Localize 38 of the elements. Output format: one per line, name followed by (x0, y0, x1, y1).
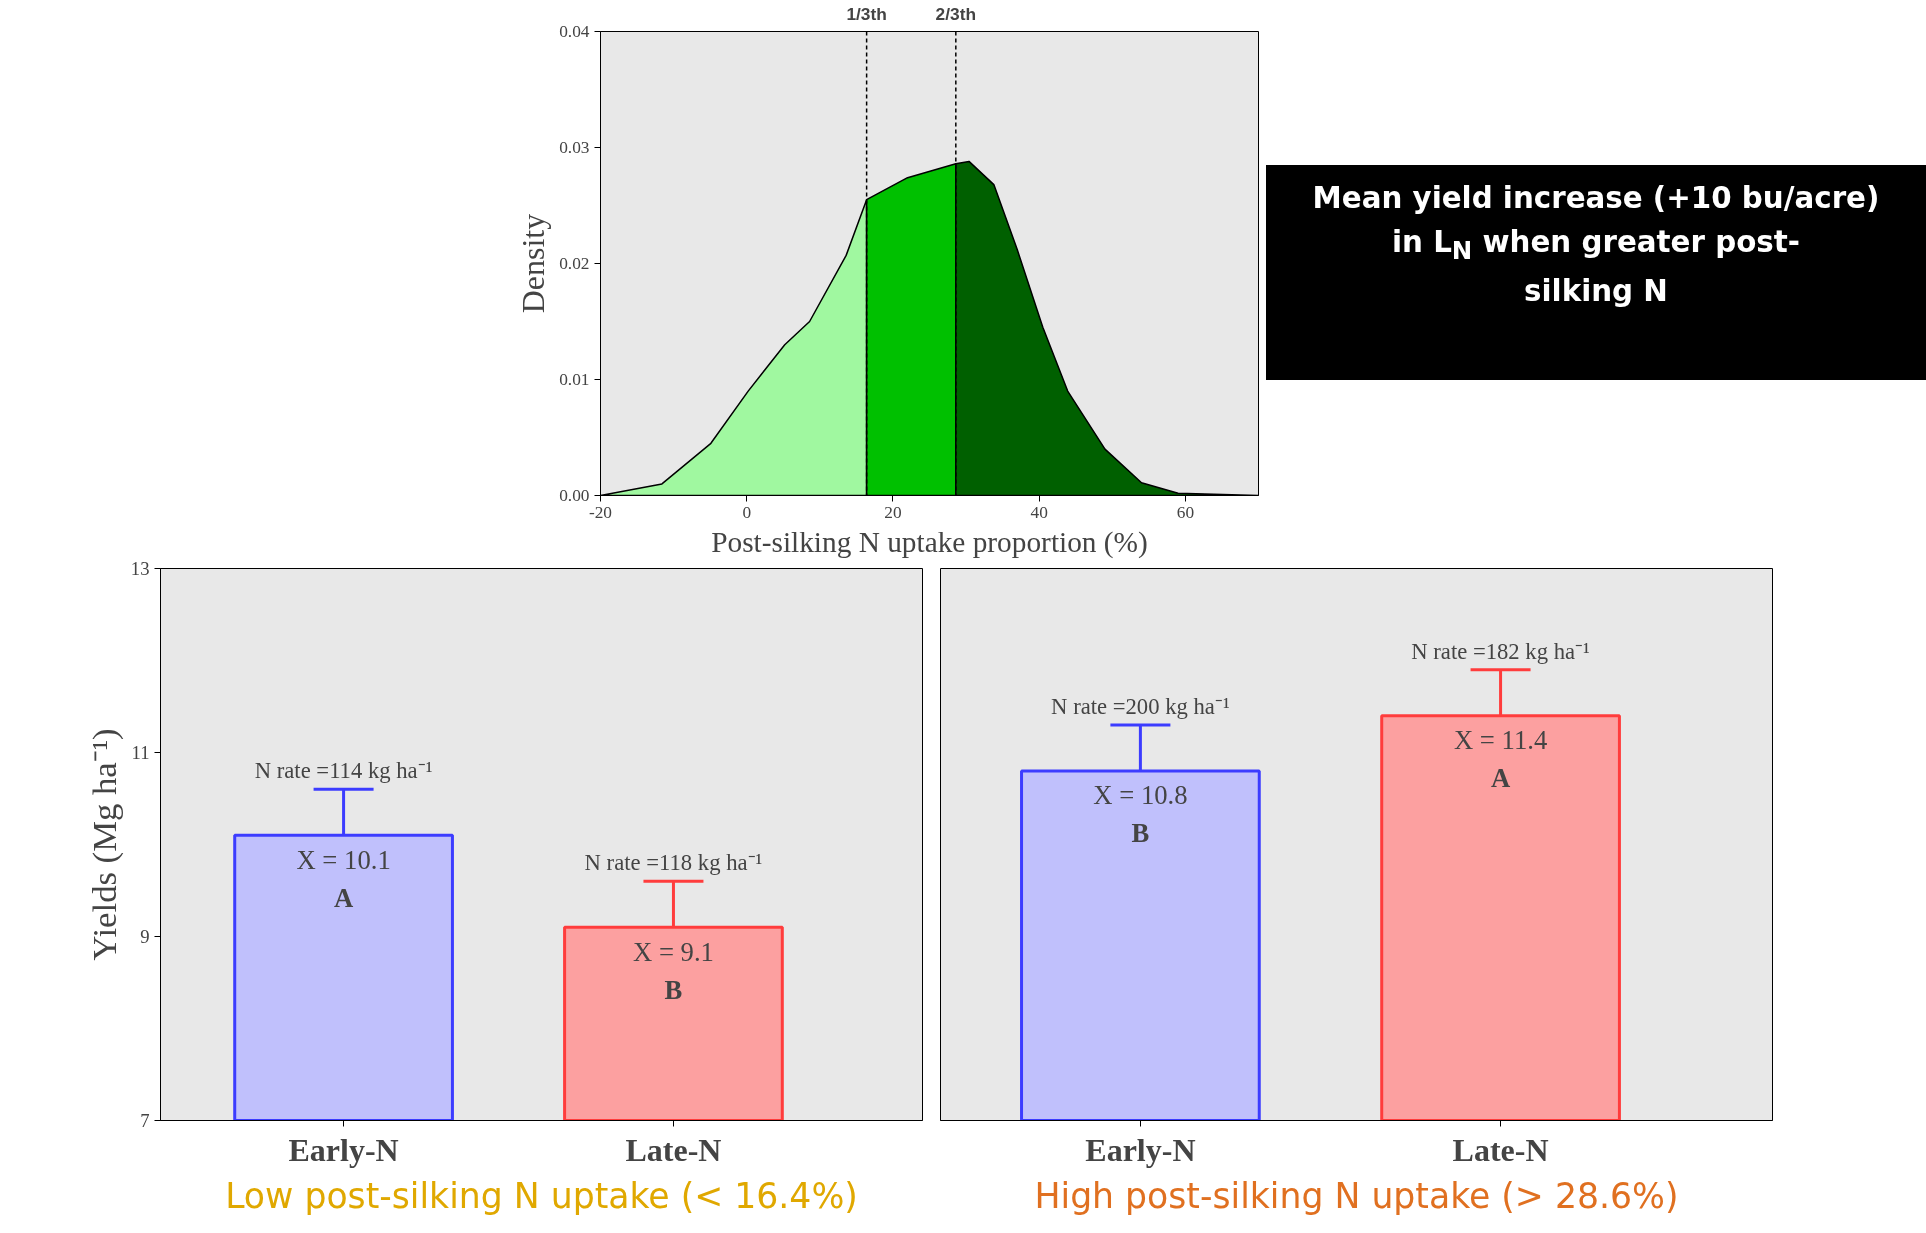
x-axis-title: Post-silking N uptake proportion (%) (711, 525, 1148, 559)
y-tick-label: 0.01 (559, 370, 590, 389)
x-tick-label: Late-N (625, 1131, 722, 1168)
y-axis-title: Yields (Mg ha⁻¹) (84, 728, 124, 961)
ref-line-label: 1/3th (846, 3, 887, 24)
y-tick-label: 0.00 (559, 486, 590, 505)
annotation: B (664, 974, 683, 1005)
x-tick-label: Late-N (1452, 1131, 1549, 1168)
x-tick-label: 20 (884, 502, 902, 522)
data-label: X = 10.8 (1093, 780, 1188, 811)
y-tick-label: 0.03 (559, 138, 590, 157)
y-tick-label: 11 (131, 742, 150, 763)
ref-line-label: 2/3th (935, 3, 977, 24)
text: Mean yield increase (+10 bu/acre) in L$_{N}$ when greater post- silking N (1312, 180, 1880, 310)
x-tick-label: 60 (1176, 502, 1195, 522)
y-tick-label: 7 (140, 1110, 150, 1131)
y-tick-label: 9 (140, 926, 150, 947)
annotation: A (333, 882, 354, 913)
x-tick-label: Early-N (1085, 1131, 1196, 1168)
x-axis-title: High post-silking N uptake (> 28.6%) (1034, 1175, 1679, 1216)
x-tick-label: -20 (588, 502, 613, 522)
annotation: N rate =114 kg ha⁻¹ (254, 758, 433, 784)
y-tick-label: 0.04 (559, 22, 590, 41)
y-tick-label: 0.02 (559, 254, 590, 273)
annotation: A (1490, 762, 1511, 793)
annotation: N rate =182 kg ha⁻¹ (1411, 638, 1590, 664)
data-label: X = 11.4 (1453, 724, 1548, 755)
data-label: X = 10.1 (296, 844, 391, 875)
x-tick-label: 40 (1030, 502, 1048, 522)
x-tick-label: Early-N (288, 1131, 399, 1168)
data-label: X = 9.1 (632, 936, 714, 967)
annotation: N rate =200 kg ha⁻¹ (1051, 693, 1230, 719)
y-axis-title: Density (515, 213, 552, 314)
x-tick-label: 0 (742, 502, 752, 522)
y-tick-label: 13 (130, 558, 150, 579)
annotation: N rate =118 kg ha⁻¹ (584, 850, 763, 876)
x-axis-title: Low post-silking N uptake (< 16.4%) (225, 1175, 858, 1216)
annotation: B (1131, 818, 1150, 849)
